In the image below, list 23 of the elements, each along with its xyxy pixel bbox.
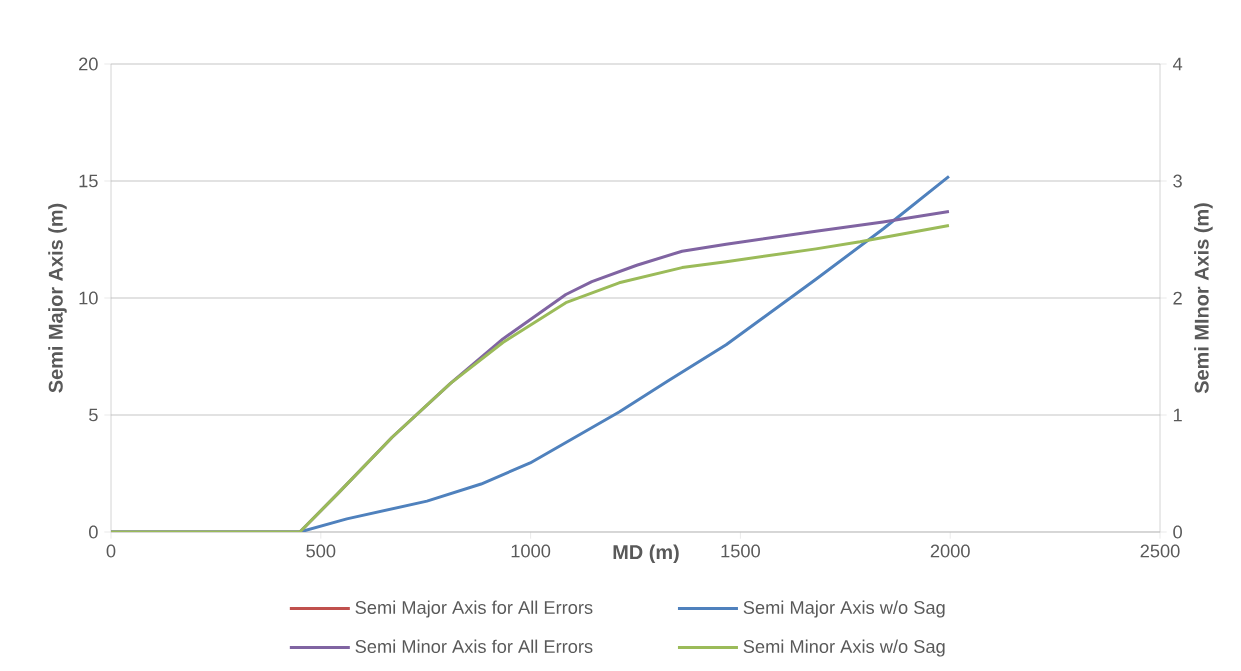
y-tick-label: 10 bbox=[79, 291, 98, 305]
x-tick-label: 1000 bbox=[511, 544, 551, 558]
y-tick-label: 20 bbox=[79, 57, 98, 71]
y2-axis-title: Semi MInor Axis (m) bbox=[1194, 203, 1213, 394]
legend-label: Semi Major Axis for All Errors bbox=[355, 600, 593, 618]
y-tick-label: 5 bbox=[89, 408, 98, 422]
x-tick-label: 0 bbox=[106, 544, 116, 558]
y-axis-title: Semi Major Axis (m) bbox=[48, 203, 67, 393]
y2-tick-label: 4 bbox=[1172, 57, 1183, 71]
x-tick-label: 1500 bbox=[721, 544, 760, 558]
legend-label: Semi Major Axis w/o Sag bbox=[743, 600, 945, 618]
x-tick-label: 500 bbox=[306, 544, 336, 558]
y2-tick-label: 2 bbox=[1173, 291, 1182, 305]
y2-tick-label: 0 bbox=[1173, 525, 1182, 539]
x-tick-label: 2500 bbox=[1140, 544, 1180, 558]
y2-tick-label: 3 bbox=[1173, 174, 1182, 188]
y2-tick-label: 1 bbox=[1173, 408, 1182, 422]
y-tick-label: 0 bbox=[89, 525, 98, 539]
legend-label: Semi Minor Axis for All Errors bbox=[355, 639, 593, 654]
x-tick-label: 2000 bbox=[930, 544, 970, 558]
x-axis-title: MD (m) bbox=[613, 544, 679, 564]
y-tick-label: 15 bbox=[79, 174, 98, 188]
legend-label: Semi Minor Axis w/o Sag bbox=[743, 639, 945, 657]
